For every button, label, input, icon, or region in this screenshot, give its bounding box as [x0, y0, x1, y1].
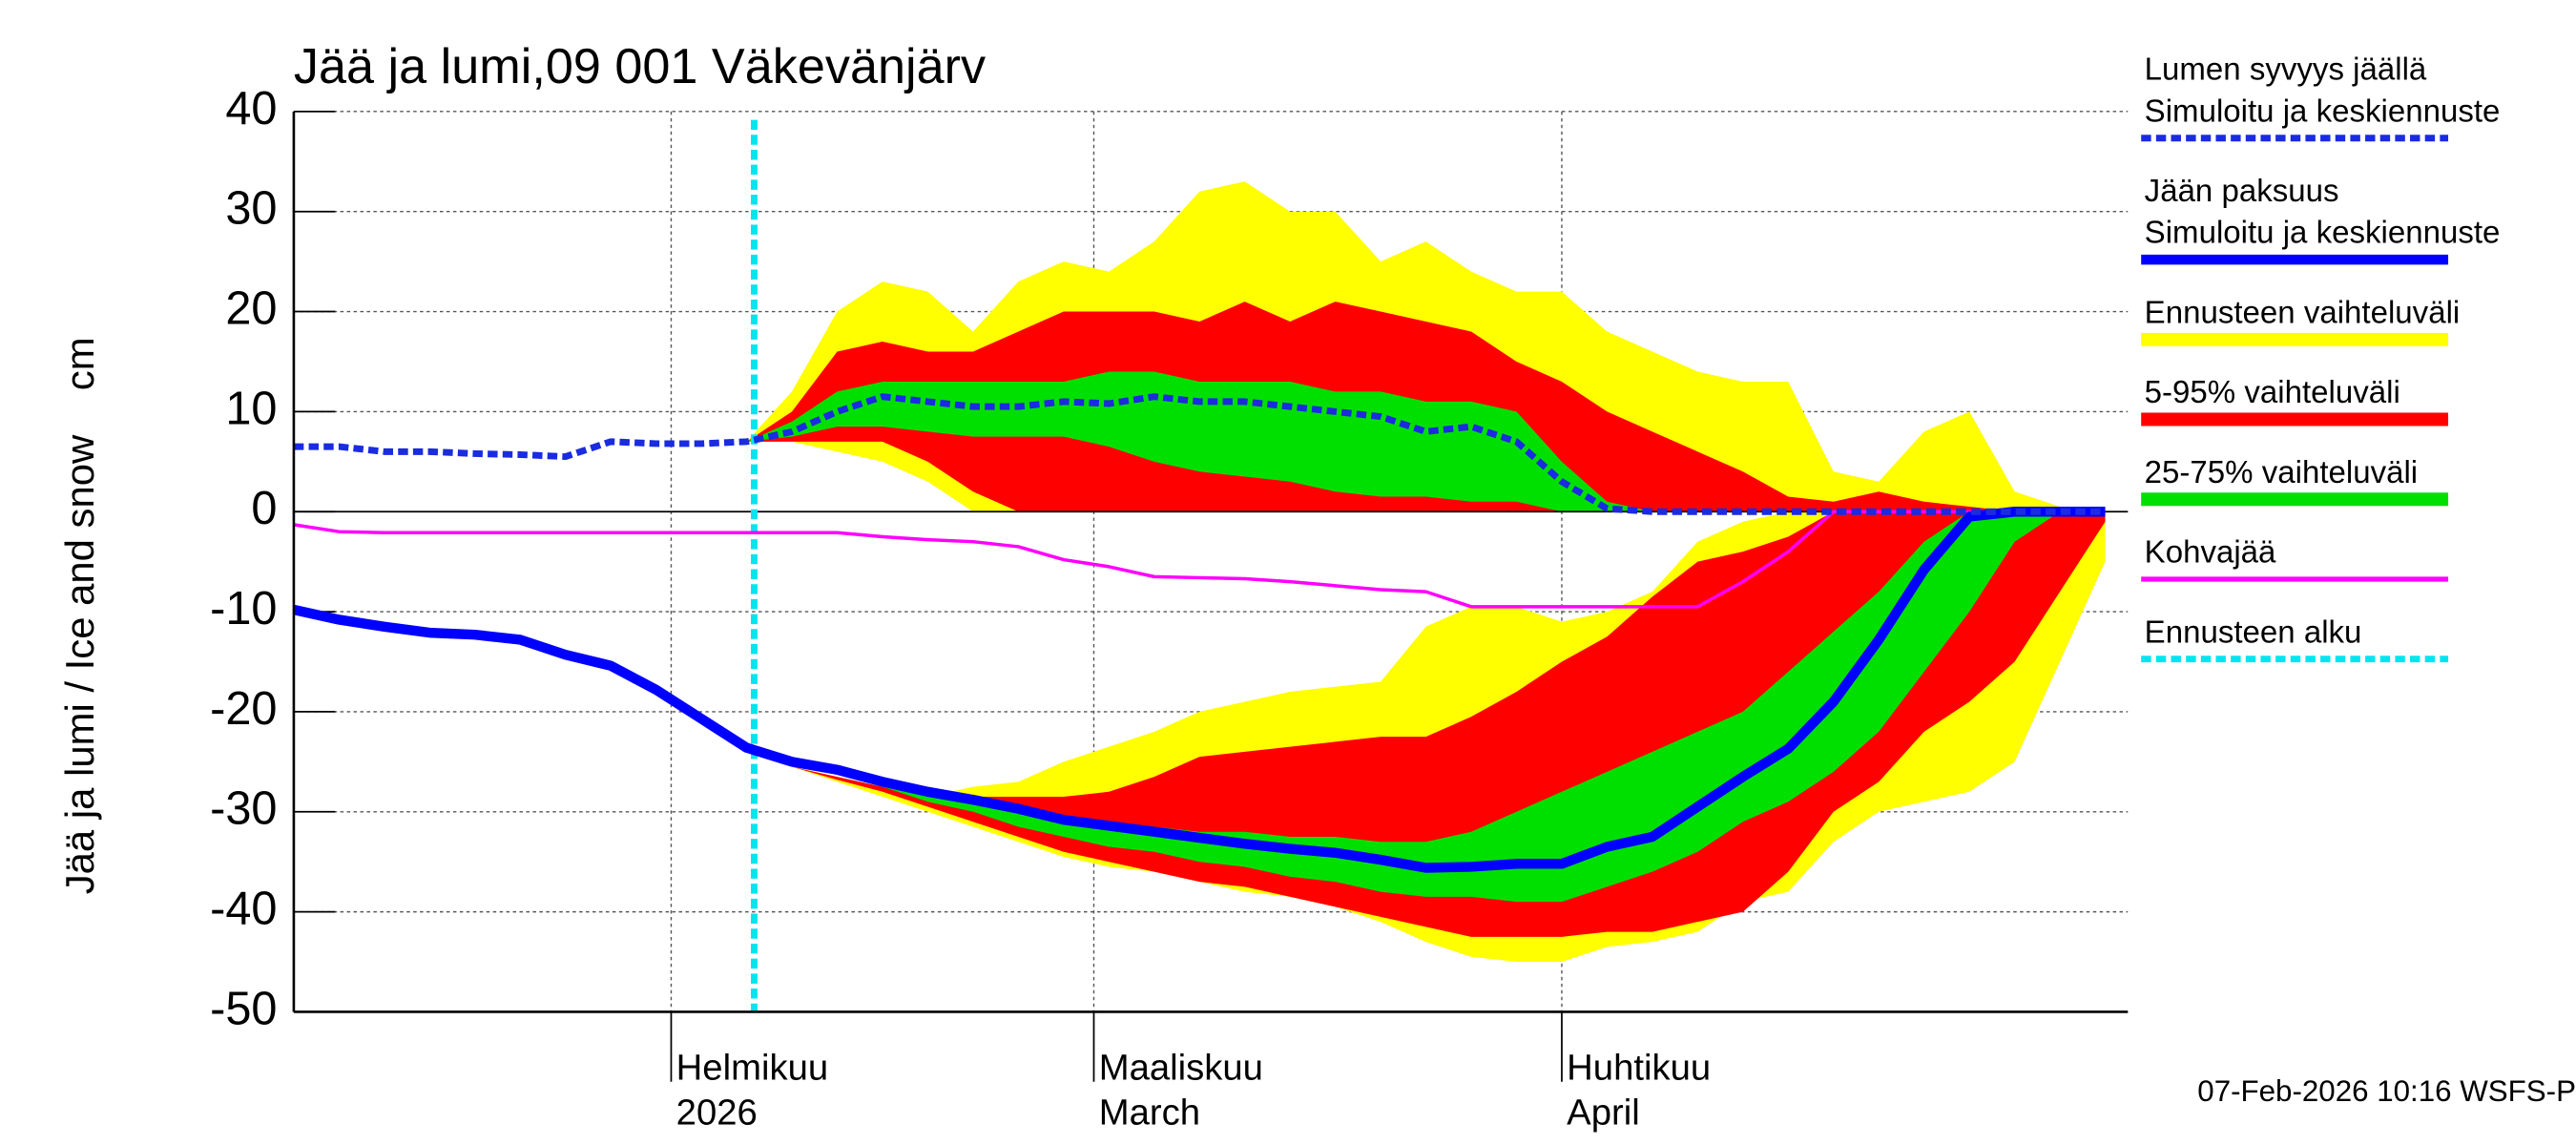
series-line	[292, 507, 2106, 873]
y-tick-label: 40	[225, 83, 277, 135]
x-tick-label: Huhtikuu	[1567, 1048, 1711, 1089]
band-area	[746, 511, 2106, 903]
y-tick-label: -30	[210, 783, 277, 835]
y-tick-label: -40	[210, 883, 277, 934]
x-tick-label: 2026	[676, 1093, 758, 1134]
band-area	[746, 371, 2106, 512]
y-tick-label: -20	[210, 683, 277, 735]
legend-label: 5-95% vaihteluväli	[2145, 375, 2400, 410]
x-tick-label: April	[1567, 1093, 1640, 1134]
legend-label: Kohvajää	[2145, 535, 2276, 571]
x-tick-label: March	[1099, 1093, 1200, 1134]
series-line	[293, 393, 2106, 515]
legend-label: Lumen syvyys jäällä	[2145, 52, 2427, 88]
legend-label: Simuloitu ja keskiennuste	[2145, 216, 2501, 251]
series-line	[293, 510, 2106, 609]
legend-label: 25-75% vaihteluväli	[2145, 455, 2418, 490]
y-tick-label: -10	[210, 583, 277, 635]
footer: 07-Feb-2026 10:16 WSFS-P	[2197, 1074, 2576, 1108]
y-axis-label-text: Jää ja lumi / Ice and snow	[57, 434, 102, 894]
x-tick-label: Helmikuu	[676, 1048, 828, 1089]
legend-label: Jään paksuus	[2145, 174, 2339, 209]
y-tick-label: 0	[251, 483, 277, 534]
y-tick-label: 20	[225, 282, 277, 334]
x-tick-label: Maaliskuu	[1099, 1048, 1263, 1089]
y-tick-label: 30	[225, 183, 277, 235]
chart-title: Jää ja lumi,09 001 Väkevänjärv	[294, 39, 986, 94]
legend-label: Ennusteen vaihteluväli	[2145, 295, 2461, 330]
y-tick-label: 10	[225, 383, 277, 434]
y-tick-label: -50	[210, 983, 277, 1034]
y-axis-label: Jää ja lumi / Ice and snow cm	[57, 337, 102, 894]
y-axis-unit: cm	[57, 337, 102, 390]
legend-label: Simuloitu ja keskiennuste	[2145, 94, 2501, 129]
legend-label: Ennusteen alku	[2145, 614, 2362, 650]
